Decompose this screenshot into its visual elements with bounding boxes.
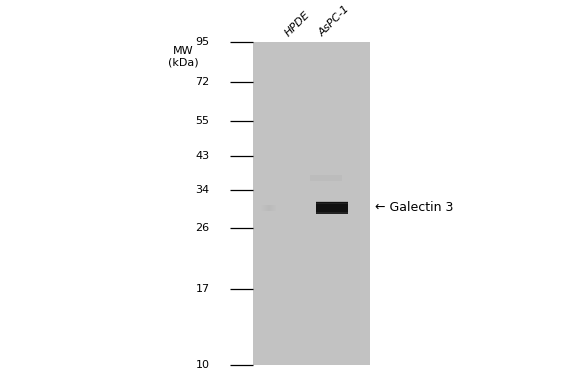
Text: 72: 72 bbox=[196, 77, 210, 87]
Text: HPDE: HPDE bbox=[283, 10, 313, 39]
Text: 55: 55 bbox=[196, 116, 210, 126]
Bar bbox=[253, 43, 370, 366]
Bar bbox=[315, 203, 347, 204]
Bar bbox=[315, 212, 347, 213]
Text: 95: 95 bbox=[196, 38, 210, 48]
Bar bbox=[315, 201, 347, 203]
Text: 34: 34 bbox=[196, 185, 210, 195]
Text: 17: 17 bbox=[196, 284, 210, 294]
Text: 26: 26 bbox=[196, 223, 210, 233]
Bar bbox=[315, 202, 347, 214]
Text: 10: 10 bbox=[196, 361, 210, 370]
Text: MW
(kDa): MW (kDa) bbox=[168, 46, 198, 68]
Text: 43: 43 bbox=[196, 151, 210, 161]
Text: ← Galectin 3: ← Galectin 3 bbox=[375, 201, 454, 214]
Text: AsPC-1: AsPC-1 bbox=[317, 4, 352, 39]
Bar bbox=[315, 213, 347, 214]
Bar bbox=[310, 174, 342, 181]
